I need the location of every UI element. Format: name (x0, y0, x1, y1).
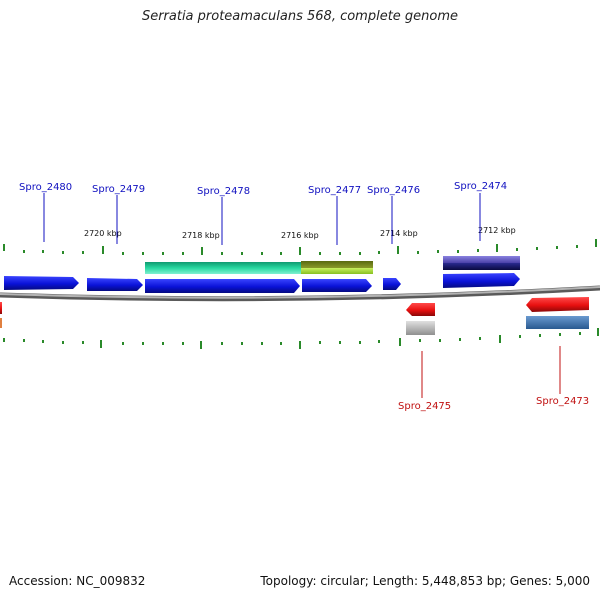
cds-feature-bar[interactable] (0, 318, 2, 328)
gene-labels-reverse: Spro_2475 Spro_2473 (398, 396, 589, 412)
cds-feature-bar[interactable] (443, 256, 520, 263)
gene-label[interactable]: Spro_2476 (367, 185, 420, 196)
scale-label: 2718 kbp (182, 231, 220, 240)
genome-backbone-highlight (0, 286, 600, 299)
scale-label: 2720 kbp (84, 229, 122, 238)
accession-text: Accession: NC_009832 (9, 574, 146, 588)
cds-feature-bar[interactable] (301, 268, 373, 274)
gene-label[interactable]: Spro_2473 (536, 396, 589, 407)
cds-feature-bar[interactable] (145, 262, 301, 274)
gene-label[interactable]: Spro_2477 (308, 185, 361, 196)
gene-arrow-forward[interactable] (4, 276, 79, 290)
gene-label[interactable]: Spro_2475 (398, 401, 451, 412)
gene-arrow-reverse[interactable] (406, 303, 435, 316)
gene-arrow-reverse[interactable] (0, 302, 2, 314)
cds-feature-bar[interactable] (526, 316, 589, 329)
gene-arrow-forward[interactable] (443, 273, 520, 288)
gene-label[interactable]: Spro_2474 (454, 181, 507, 192)
gene-label[interactable]: Spro_2479 (92, 184, 145, 195)
gene-label[interactable]: Spro_2478 (197, 186, 250, 197)
genome-summary-text: Topology: circular; Length: 5,448,853 bp… (260, 574, 590, 588)
map-title: Serratia proteamaculans 568, complete ge… (141, 9, 459, 24)
scale-ticks-lower (3, 328, 599, 349)
gene-labels-forward: Spro_2480 Spro_2479 Spro_2478 Spro_2477 … (19, 181, 507, 197)
cds-feature-bar[interactable] (301, 261, 373, 268)
scale-label: 2712 kbp (478, 226, 516, 235)
scale-label: 2716 kbp (281, 231, 319, 240)
cds-feature-bar[interactable] (406, 321, 435, 335)
gene-label[interactable]: Spro_2480 (19, 182, 72, 193)
gene-arrow-forward[interactable] (302, 279, 372, 292)
gene-arrow-forward[interactable] (87, 278, 143, 291)
gene-arrow-reverse[interactable] (526, 297, 589, 312)
gene-arrow-forward[interactable] (145, 279, 300, 293)
scale-ticks-upper (3, 239, 597, 255)
gene-arrow-forward[interactable] (383, 278, 401, 290)
scale-label: 2714 kbp (380, 229, 418, 238)
gene-leaders-reverse (421, 346, 561, 398)
gene-leaders-forward (43, 193, 481, 245)
cds-feature-bar[interactable] (443, 263, 520, 270)
